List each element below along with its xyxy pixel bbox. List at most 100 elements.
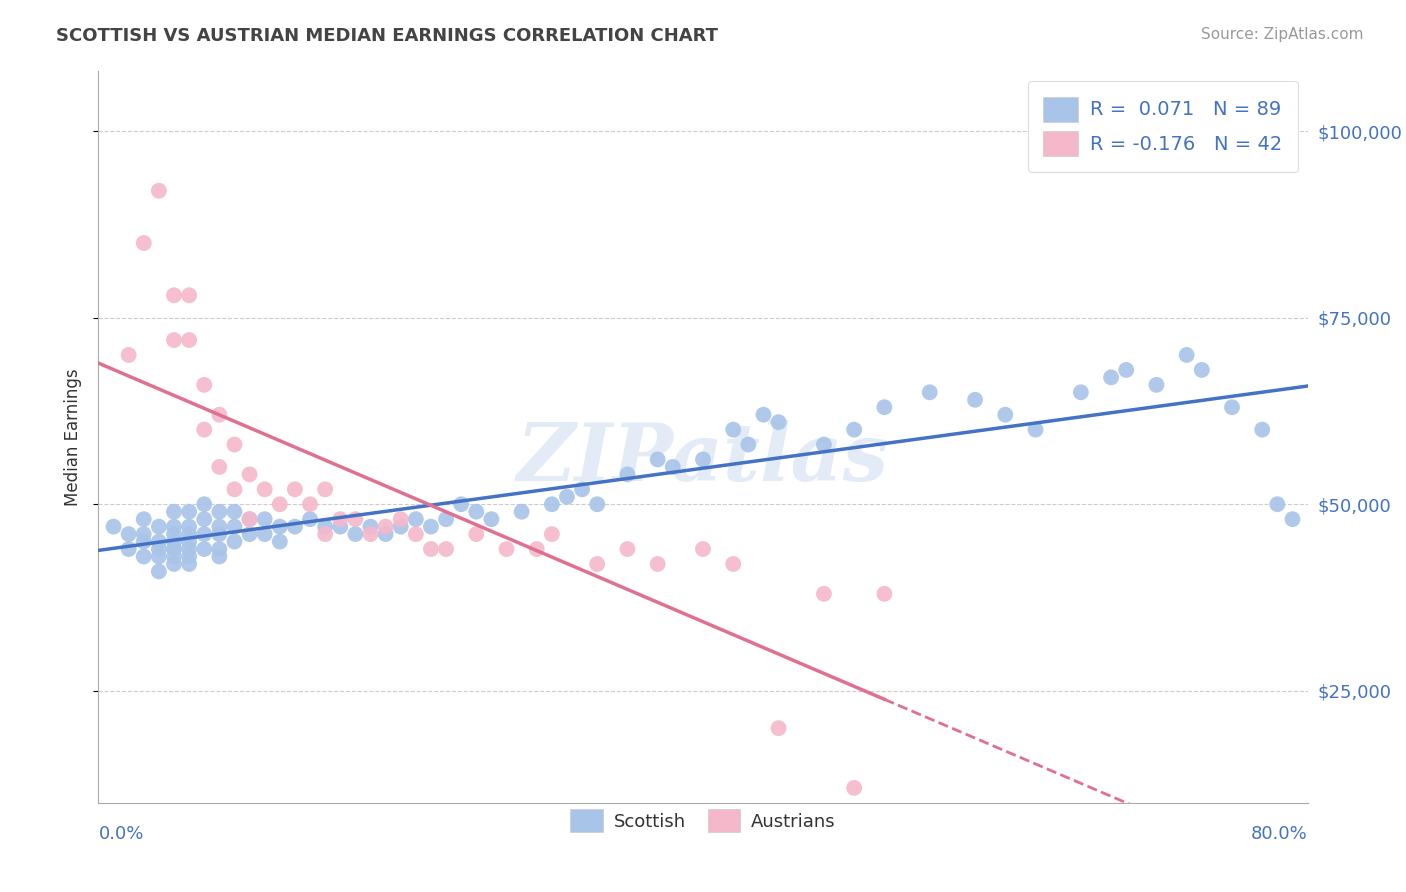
Point	[163, 333, 186, 347]
Point	[495, 542, 517, 557]
Point	[132, 534, 155, 549]
Point	[1024, 423, 1046, 437]
Point	[179, 288, 201, 302]
Point	[179, 519, 201, 533]
Point	[555, 490, 578, 504]
Point	[103, 519, 125, 533]
Point	[844, 780, 866, 795]
Point	[1281, 512, 1303, 526]
Point	[179, 527, 201, 541]
Point	[148, 184, 170, 198]
Point	[253, 527, 276, 541]
Point	[994, 408, 1017, 422]
Point	[374, 519, 396, 533]
Point	[768, 721, 790, 735]
Point	[918, 385, 941, 400]
Point	[965, 392, 987, 407]
Point	[269, 497, 291, 511]
Point	[1220, 401, 1243, 415]
Point	[208, 408, 231, 422]
Point	[813, 437, 835, 451]
Point	[224, 519, 246, 533]
Point	[148, 549, 170, 564]
Point	[389, 519, 412, 533]
Point	[374, 527, 396, 541]
Point	[208, 505, 231, 519]
Point	[723, 557, 745, 571]
Point	[163, 527, 186, 541]
Point	[132, 235, 155, 250]
Point	[132, 549, 155, 564]
Point	[208, 459, 231, 474]
Point	[1099, 370, 1122, 384]
Point	[208, 542, 231, 557]
Point	[360, 519, 382, 533]
Point	[1070, 385, 1092, 400]
Point	[314, 483, 336, 497]
Point	[132, 512, 155, 526]
Point	[299, 497, 322, 511]
Point	[253, 512, 276, 526]
Point	[873, 401, 896, 415]
Point	[193, 527, 215, 541]
Point	[239, 512, 262, 526]
Point	[752, 408, 775, 422]
Point	[329, 512, 352, 526]
Point	[208, 519, 231, 533]
Point	[179, 549, 201, 564]
Point	[239, 527, 262, 541]
Point	[193, 423, 215, 437]
Point	[253, 483, 276, 497]
Point	[465, 505, 488, 519]
Point	[344, 527, 367, 541]
Point	[465, 527, 488, 541]
Text: SCOTTISH VS AUSTRIAN MEDIAN EARNINGS CORRELATION CHART: SCOTTISH VS AUSTRIAN MEDIAN EARNINGS COR…	[56, 27, 718, 45]
Point	[239, 512, 262, 526]
Point	[179, 333, 201, 347]
Point	[616, 542, 638, 557]
Point	[813, 587, 835, 601]
Point	[179, 534, 201, 549]
Point	[647, 452, 669, 467]
Point	[434, 512, 457, 526]
Point	[434, 542, 457, 557]
Point	[586, 557, 609, 571]
Text: 80.0%: 80.0%	[1251, 825, 1308, 843]
Point	[148, 519, 170, 533]
Text: ZIPatlas: ZIPatlas	[517, 420, 889, 498]
Point	[571, 483, 593, 497]
Text: Source: ZipAtlas.com: Source: ZipAtlas.com	[1201, 27, 1364, 42]
Point	[118, 527, 141, 541]
Point	[329, 519, 352, 533]
Point	[844, 423, 866, 437]
Point	[314, 519, 336, 533]
Point	[299, 512, 322, 526]
Point	[163, 549, 186, 564]
Point	[208, 527, 231, 541]
Point	[1267, 497, 1289, 511]
Point	[510, 505, 533, 519]
Point	[450, 497, 472, 511]
Point	[193, 542, 215, 557]
Point	[692, 542, 714, 557]
Point	[224, 483, 246, 497]
Point	[284, 519, 307, 533]
Point	[284, 483, 307, 497]
Point	[163, 288, 186, 302]
Point	[540, 527, 562, 541]
Point	[586, 497, 609, 511]
Point	[163, 534, 186, 549]
Point	[420, 519, 443, 533]
Point	[360, 527, 382, 541]
Point	[148, 565, 170, 579]
Point	[163, 505, 186, 519]
Point	[481, 512, 503, 526]
Point	[224, 505, 246, 519]
Point	[616, 467, 638, 482]
Point	[269, 534, 291, 549]
Point	[737, 437, 759, 451]
Point	[163, 542, 186, 557]
Point	[768, 415, 790, 429]
Point	[148, 534, 170, 549]
Point	[224, 534, 246, 549]
